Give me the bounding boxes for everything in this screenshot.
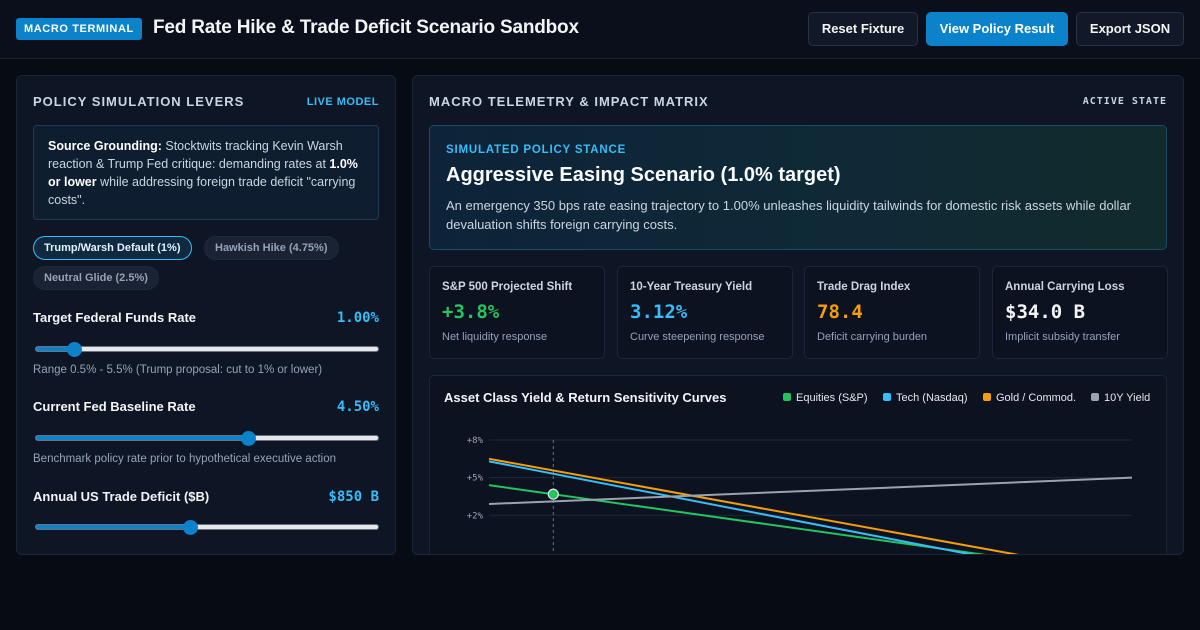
metric-value: +3.8% [442, 301, 500, 323]
series-line-gold-commod- [488, 457, 1019, 554]
legend-label: Equities (S&P) [796, 392, 868, 404]
legend-label: 10Y Yield [1104, 392, 1151, 404]
source-bold: 1.0% or lower [48, 157, 358, 189]
slider-fill [36, 436, 249, 440]
lever-label-baseline-rate: Current Fed Baseline Rate [33, 399, 196, 414]
legend-swatch [783, 393, 791, 401]
metric-value: 78.4 [817, 301, 863, 323]
preset-chip-hawkish-hike[interactable]: Hawkish Hike (4.75%) [204, 236, 339, 260]
metric-sub: Implicit subsidy transfer [1005, 331, 1120, 343]
lever-value-baseline-rate: 4.50% [336, 399, 379, 415]
preset-chip-trump-warsh[interactable]: Trump/Warsh Default (1%) [33, 236, 192, 260]
legend-swatch [883, 393, 891, 401]
marker-point [547, 488, 559, 500]
y-tick-label: +5% [467, 474, 484, 484]
metric-label: 10-Year Treasury Yield [630, 281, 753, 293]
y-tick-label: +2% [467, 511, 484, 521]
export-json-button[interactable]: Export JSON [1076, 12, 1184, 46]
metric-card-carrying-loss: Annual Carrying Loss $34.0 B Implicit su… [992, 266, 1168, 359]
lever-value-trade-deficit: $850 B [328, 489, 379, 505]
app-badge: MACRO TERMINAL [16, 18, 142, 40]
legend-item-equities: Equities (S&P) [783, 392, 868, 404]
metric-value: $34.0 B [1005, 301, 1086, 323]
source-lead: Source Grounding: [48, 139, 162, 153]
policy-stance-card: SIMULATED POLICY STANCE Aggressive Easin… [429, 125, 1167, 250]
legend-item-gold: Gold / Commod. [983, 392, 1076, 404]
lever-hint-baseline-rate: Benchmark policy rate prior to hypotheti… [33, 453, 336, 465]
metric-value: 3.12% [630, 301, 688, 323]
active-state-tag: ACTIVE STATE [1082, 96, 1167, 107]
sensitivity-chart: +8% +5% +2% Asset Class Yield & Return Sen… [429, 375, 1167, 554]
metric-label: S&P 500 Projected Shift [442, 281, 573, 293]
legend-swatch [1091, 393, 1099, 401]
slider-fill [36, 347, 74, 351]
slider-thumb[interactable] [66, 342, 82, 357]
lever-value-target-rate: 1.00% [336, 310, 379, 326]
source-text-2: while addressing foreign trade deficit "… [48, 175, 356, 207]
telemetry-panel: MACRO TELEMETRY & IMPACT MATRIX ACTIVE S… [412, 75, 1184, 555]
legend-swatch [983, 393, 991, 401]
slider-thumb[interactable] [182, 520, 198, 535]
slider-fill [36, 525, 190, 529]
lever-hint-target-rate: Range 0.5% - 5.5% (Trump proposal: cut t… [33, 364, 323, 376]
slider-thumb[interactable] [241, 431, 257, 446]
lever-label-trade-deficit: Annual US Trade Deficit ($B) [33, 489, 210, 504]
series-line-10y-yield [488, 476, 1133, 505]
metric-card-trade-drag: Trade Drag Index 78.4 Deficit carrying b… [804, 266, 980, 359]
view-policy-result-button[interactable]: View Policy Result [926, 12, 1068, 46]
chart-title: Asset Class Yield & Return Sensitivity C… [444, 390, 727, 405]
stance-description: An emergency 350 bps rate easing traject… [446, 198, 1132, 232]
stance-kicker: SIMULATED POLICY STANCE [446, 144, 627, 156]
target-rate-slider[interactable] [35, 342, 379, 357]
metric-card-treasury-yield: 10-Year Treasury Yield 3.12% Curve steep… [617, 266, 793, 359]
lever-label-target-rate: Target Federal Funds Rate [33, 310, 197, 325]
metric-sub: Curve steepening response [630, 331, 765, 343]
y-tick-label: +8% [467, 436, 484, 446]
series-line-tech-nasdaq- [488, 460, 974, 554]
legend-item-10y-yield: 10Y Yield [1091, 392, 1150, 404]
trade-deficit-slider[interactable] [35, 520, 379, 535]
stance-title: Aggressive Easing Scenario (1.0% target) [446, 164, 841, 186]
legend-label: Tech (Nasdaq) [896, 392, 968, 404]
policy-levers-panel: POLICY SIMULATION LEVERS LIVE MODEL Sour… [16, 75, 396, 555]
source-grounding-note: Source Grounding: Stocktwits tracking Ke… [33, 125, 379, 220]
metric-sub: Net liquidity response [442, 331, 548, 343]
sensitivity-chart-svg: +8% +5% +2% [467, 436, 1133, 554]
reset-fixture-button[interactable]: Reset Fixture [808, 12, 918, 46]
top-bar: MACRO TERMINAL Fed Rate Hike & Trade Def… [0, 0, 1200, 59]
metric-label: Trade Drag Index [817, 281, 911, 293]
series-line-equities-s-p- [488, 484, 986, 554]
baseline-rate-slider[interactable] [35, 431, 379, 446]
legend-label: Gold / Commod. [996, 392, 1077, 404]
page-title: Fed Rate Hike & Trade Deficit Scenario S… [153, 17, 579, 38]
metric-label: Annual Carrying Loss [1005, 281, 1125, 293]
metric-sub: Deficit carrying burden [817, 331, 928, 343]
source-text-1: Stocktwits tracking Kevin Warsh reaction… [48, 139, 343, 171]
legend-item-tech: Tech (Nasdaq) [883, 392, 968, 404]
levers-panel-title: POLICY SIMULATION LEVERS [33, 94, 245, 109]
preset-chip-neutral-glide[interactable]: Neutral Glide (2.5%) [33, 266, 159, 290]
telemetry-panel-title: MACRO TELEMETRY & IMPACT MATRIX [429, 94, 709, 109]
live-model-tag: LIVE MODEL [306, 96, 379, 108]
metric-card-sp500: S&P 500 Projected Shift +3.8% Net liquid… [429, 266, 605, 359]
